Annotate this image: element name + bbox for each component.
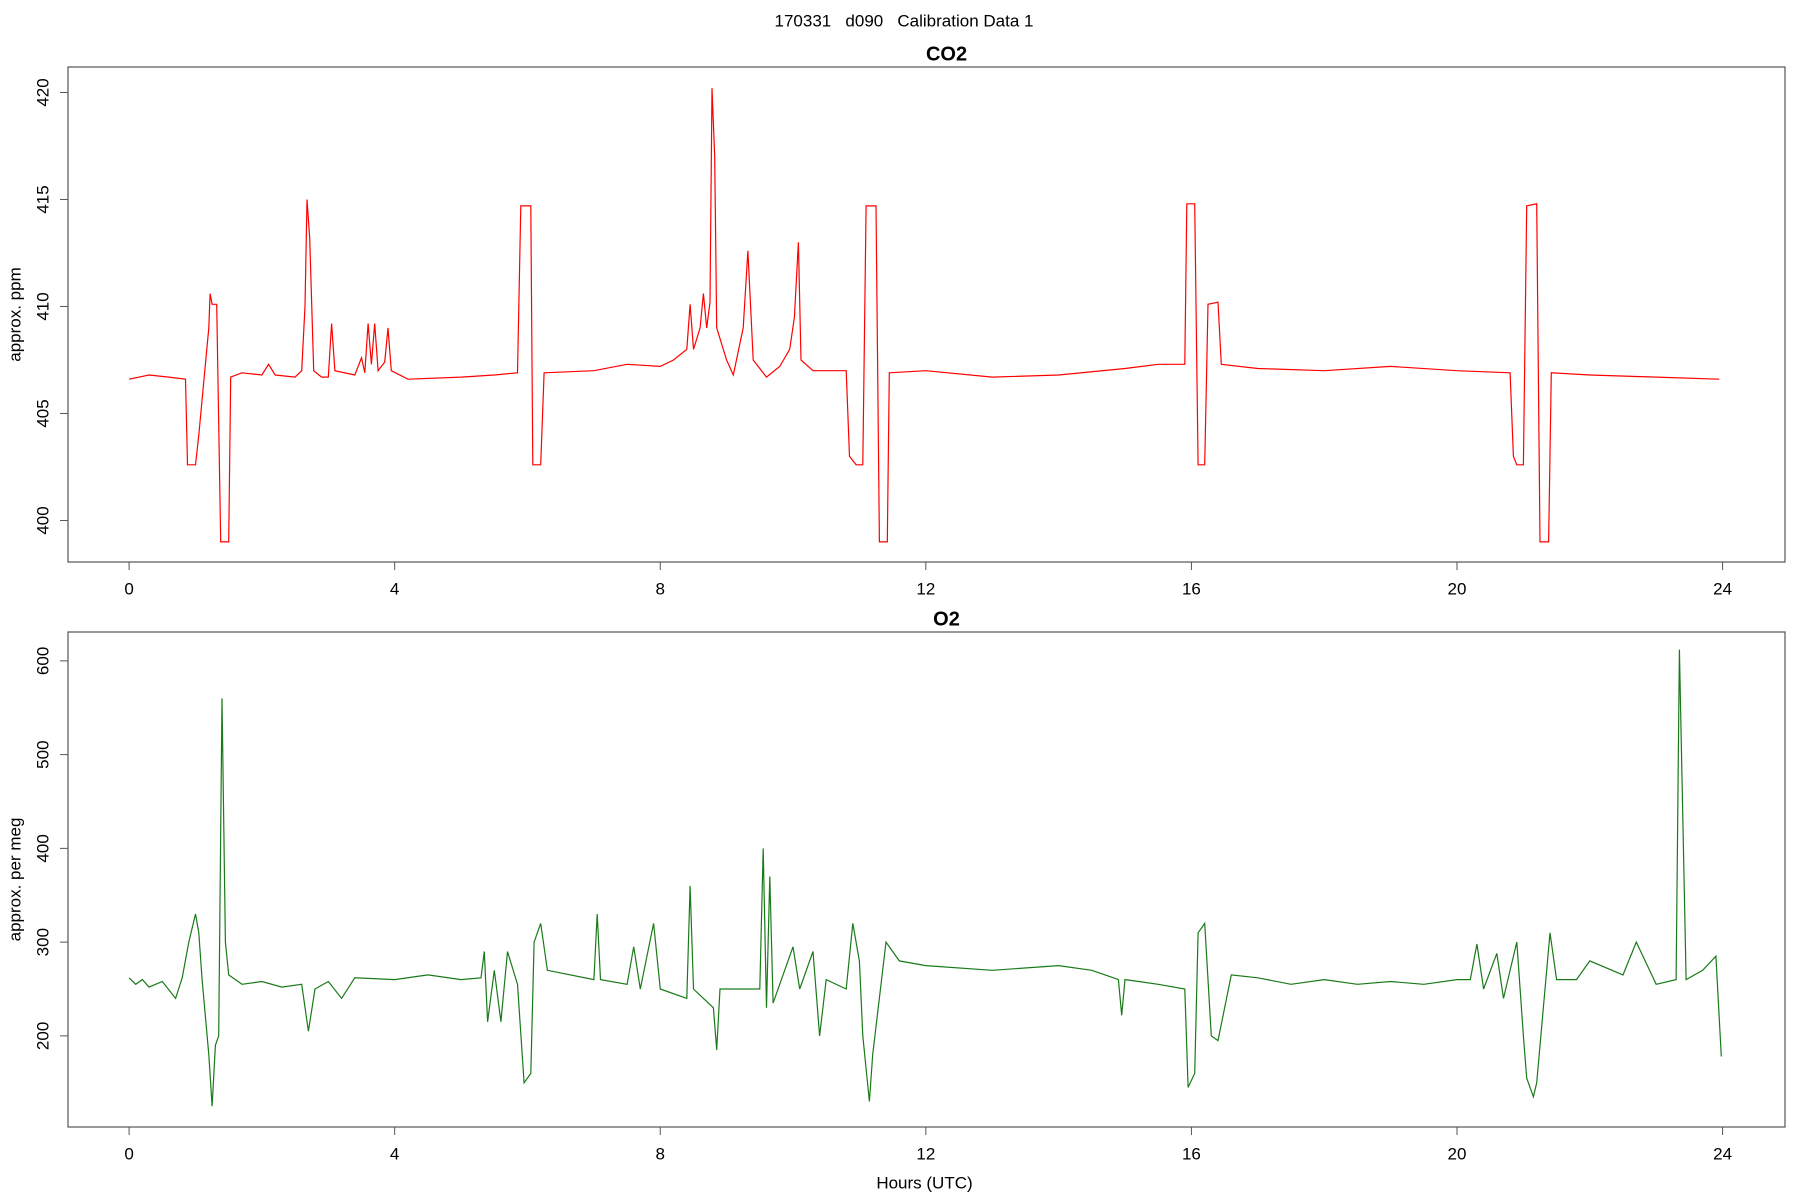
y-tick-label: 300 — [33, 928, 52, 956]
y-tick-label: 415 — [33, 185, 52, 213]
x-tick-label: 0 — [124, 579, 133, 598]
plot-frame — [67, 66, 1786, 563]
y-tick-label: 400 — [33, 834, 52, 862]
page-title: 170331 d090 Calibration Data 1 — [775, 11, 1034, 30]
chart-title: O2 — [933, 608, 960, 630]
x-tick-label: 16 — [1182, 1144, 1201, 1163]
x-tick-label: 16 — [1182, 579, 1201, 598]
y-tick-label: 410 — [33, 292, 52, 320]
x-tick-label: 20 — [1448, 1144, 1467, 1163]
y-tick-label: 600 — [33, 647, 52, 675]
y-tick-label: 420 — [33, 78, 52, 106]
data-line — [128, 649, 1722, 1107]
y-tick-label: 405 — [33, 399, 52, 427]
x-tick-label: 4 — [390, 579, 399, 598]
y-tick-label: 200 — [33, 1022, 52, 1050]
x-axis-label: Hours (UTC) — [876, 1173, 972, 1192]
x-tick-label: 8 — [656, 579, 665, 598]
y-axis-label: approx. ppm — [5, 267, 24, 362]
x-tick-label: 24 — [1713, 1144, 1732, 1163]
x-tick-label: 20 — [1448, 579, 1467, 598]
x-tick-label: 0 — [124, 1144, 133, 1163]
y-tick-label: 500 — [33, 740, 52, 768]
x-tick-label: 12 — [916, 1144, 935, 1163]
x-tick-label: 12 — [916, 579, 935, 598]
x-tick-label: 4 — [390, 1144, 399, 1163]
plot-frame — [67, 631, 1786, 1128]
y-axis-label: approx. per meg — [5, 818, 24, 942]
x-tick-label: 24 — [1713, 579, 1732, 598]
data-line — [128, 88, 1720, 543]
chart-title: CO2 — [926, 43, 967, 65]
x-tick-label: 8 — [656, 1144, 665, 1163]
y-tick-label: 400 — [33, 506, 52, 534]
